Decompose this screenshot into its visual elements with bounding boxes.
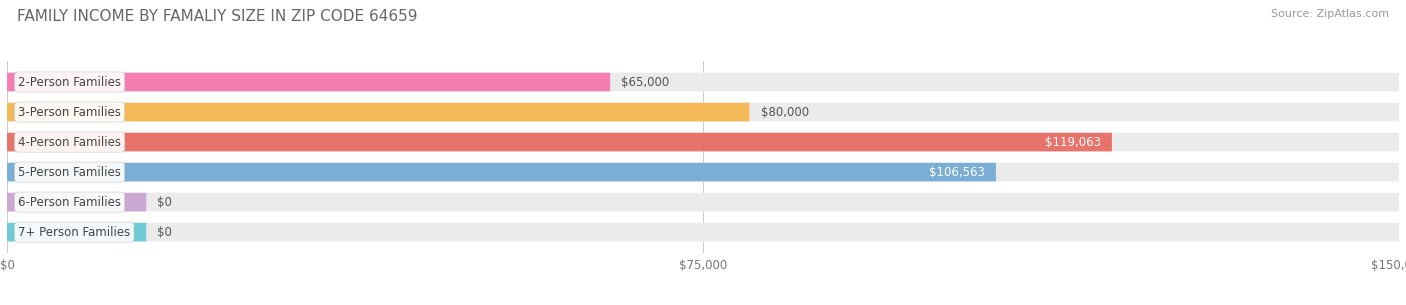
FancyBboxPatch shape — [7, 73, 610, 91]
FancyBboxPatch shape — [7, 103, 749, 121]
FancyBboxPatch shape — [7, 133, 1112, 151]
FancyBboxPatch shape — [7, 193, 146, 211]
Text: 5-Person Families: 5-Person Families — [18, 166, 121, 179]
Text: 6-Person Families: 6-Person Families — [18, 196, 121, 209]
FancyBboxPatch shape — [7, 163, 995, 181]
Text: 2-Person Families: 2-Person Families — [18, 76, 121, 88]
FancyBboxPatch shape — [7, 193, 1399, 211]
FancyBboxPatch shape — [7, 223, 146, 242]
Text: Source: ZipAtlas.com: Source: ZipAtlas.com — [1271, 9, 1389, 19]
FancyBboxPatch shape — [7, 223, 1399, 242]
Text: $119,063: $119,063 — [1045, 135, 1101, 149]
FancyBboxPatch shape — [7, 103, 1399, 121]
Text: $80,000: $80,000 — [761, 106, 808, 119]
FancyBboxPatch shape — [7, 73, 1399, 91]
Text: 4-Person Families: 4-Person Families — [18, 135, 121, 149]
Text: $0: $0 — [157, 226, 172, 239]
Text: $0: $0 — [157, 196, 172, 209]
Text: FAMILY INCOME BY FAMALIY SIZE IN ZIP CODE 64659: FAMILY INCOME BY FAMALIY SIZE IN ZIP COD… — [17, 9, 418, 24]
Text: 7+ Person Families: 7+ Person Families — [18, 226, 131, 239]
Text: $106,563: $106,563 — [929, 166, 984, 179]
FancyBboxPatch shape — [7, 133, 1399, 151]
Text: 3-Person Families: 3-Person Families — [18, 106, 121, 119]
Text: $65,000: $65,000 — [621, 76, 669, 88]
FancyBboxPatch shape — [7, 163, 1399, 181]
